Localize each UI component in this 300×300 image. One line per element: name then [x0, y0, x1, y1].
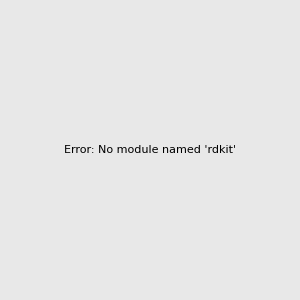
Text: Error: No module named 'rdkit': Error: No module named 'rdkit' [64, 145, 236, 155]
